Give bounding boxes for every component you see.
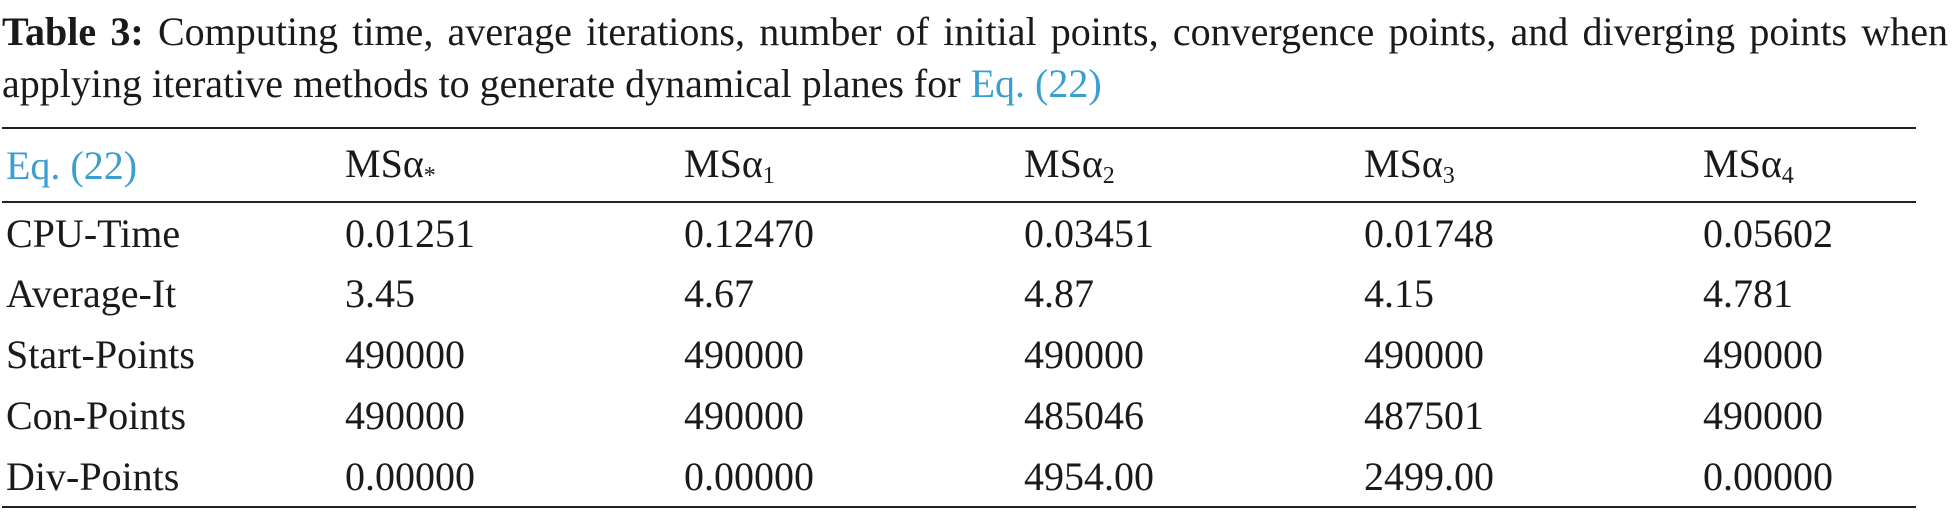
table-row: CPU-Time 0.01251 0.12470 0.03451 0.01748 0.05… xyxy=(2,202,1916,263)
header-sub: * xyxy=(423,163,436,189)
cell: 4.781 xyxy=(1703,271,1793,316)
caption-text: Computing time, average iterations, numb… xyxy=(2,9,1949,106)
table-row: Start-Points 490000 490000 490000 490000 4900… xyxy=(2,324,1916,385)
cell: 490000 xyxy=(1703,393,1823,438)
row-label: Average-It xyxy=(6,271,177,316)
cell: 4954.00 xyxy=(1024,453,1154,499)
cell: 490000 xyxy=(345,332,465,377)
header-cell: MSα* xyxy=(341,128,680,202)
cell: 490000 xyxy=(345,393,465,438)
table-row: Average-It 3.45 4.67 4.87 4.15 4.781 xyxy=(2,263,1916,324)
caption-link[interactable]: Eq. (22) xyxy=(970,61,1102,106)
cell: 4.15 xyxy=(1364,271,1434,316)
header-sub: 3 xyxy=(1442,163,1455,189)
cell: 3.45 xyxy=(345,271,415,316)
cell: 487501 xyxy=(1364,393,1484,438)
table-body: CPU-Time 0.01251 0.12470 0.03451 0.01748 0.05… xyxy=(2,202,1916,507)
cell: 4.87 xyxy=(1024,271,1094,316)
row-label: Start-Points xyxy=(6,332,195,377)
cell: 2499.00 xyxy=(1364,453,1494,499)
cell: 4.67 xyxy=(684,271,754,316)
header-base: MSα xyxy=(1024,141,1103,186)
cell: 490000 xyxy=(1024,332,1144,377)
row-label: Div-Points xyxy=(6,453,180,499)
cell: 490000 xyxy=(684,332,804,377)
header-row: Eq. (22) MSα* MSα1 MSα2 MSα3 MSα4 xyxy=(2,128,1916,202)
cell: 0.01748 xyxy=(1364,210,1494,256)
header-base: MSα xyxy=(684,141,763,186)
table-row: Div-Points 0.00000 0.00000 4954.00 2499.00 0.… xyxy=(2,446,1916,507)
cell: 0.00000 xyxy=(684,453,814,499)
header-base: MSα xyxy=(1364,141,1443,186)
caption: Table 3: Computing time, average iterati… xyxy=(0,0,1950,127)
table-row: Con-Points 490000 490000 485046 487501 490000 xyxy=(2,385,1916,446)
header-sub: 2 xyxy=(1102,163,1115,189)
header-cell: MSα1 xyxy=(680,128,1020,202)
cell: 0.05602 xyxy=(1703,210,1833,256)
table: Eq. (22) MSα* MSα1 MSα2 MSα3 MSα4 CPU-Time 0.0… xyxy=(2,127,1916,508)
header-sub: 4 xyxy=(1781,163,1794,189)
header-cell: MSα2 xyxy=(1020,128,1360,202)
row-label: CPU-Time xyxy=(6,210,181,256)
cell: 490000 xyxy=(1364,332,1484,377)
header-cell[interactable]: Eq. (22) xyxy=(6,142,138,188)
cell: 0.01251 xyxy=(345,210,475,256)
cell: 0.12470 xyxy=(684,210,814,256)
cell: 490000 xyxy=(1703,332,1823,377)
cell: 0.03451 xyxy=(1024,210,1154,256)
table-header: Eq. (22) MSα* MSα1 MSα2 MSα3 MSα4 xyxy=(2,128,1916,202)
cell: 0.00000 xyxy=(345,453,475,499)
cell: 0.00000 xyxy=(1703,453,1833,499)
cell: 490000 xyxy=(684,393,804,438)
header-base: MSα xyxy=(1703,141,1782,186)
cell: 485046 xyxy=(1024,393,1144,438)
row-label: Con-Points xyxy=(6,393,187,438)
header-cell: MSα3 xyxy=(1360,128,1699,202)
header-cell: MSα4 xyxy=(1699,128,1916,202)
caption-label: Table 3: xyxy=(2,9,144,54)
header-sub: 1 xyxy=(762,163,775,189)
header-base: MSα xyxy=(345,141,424,186)
